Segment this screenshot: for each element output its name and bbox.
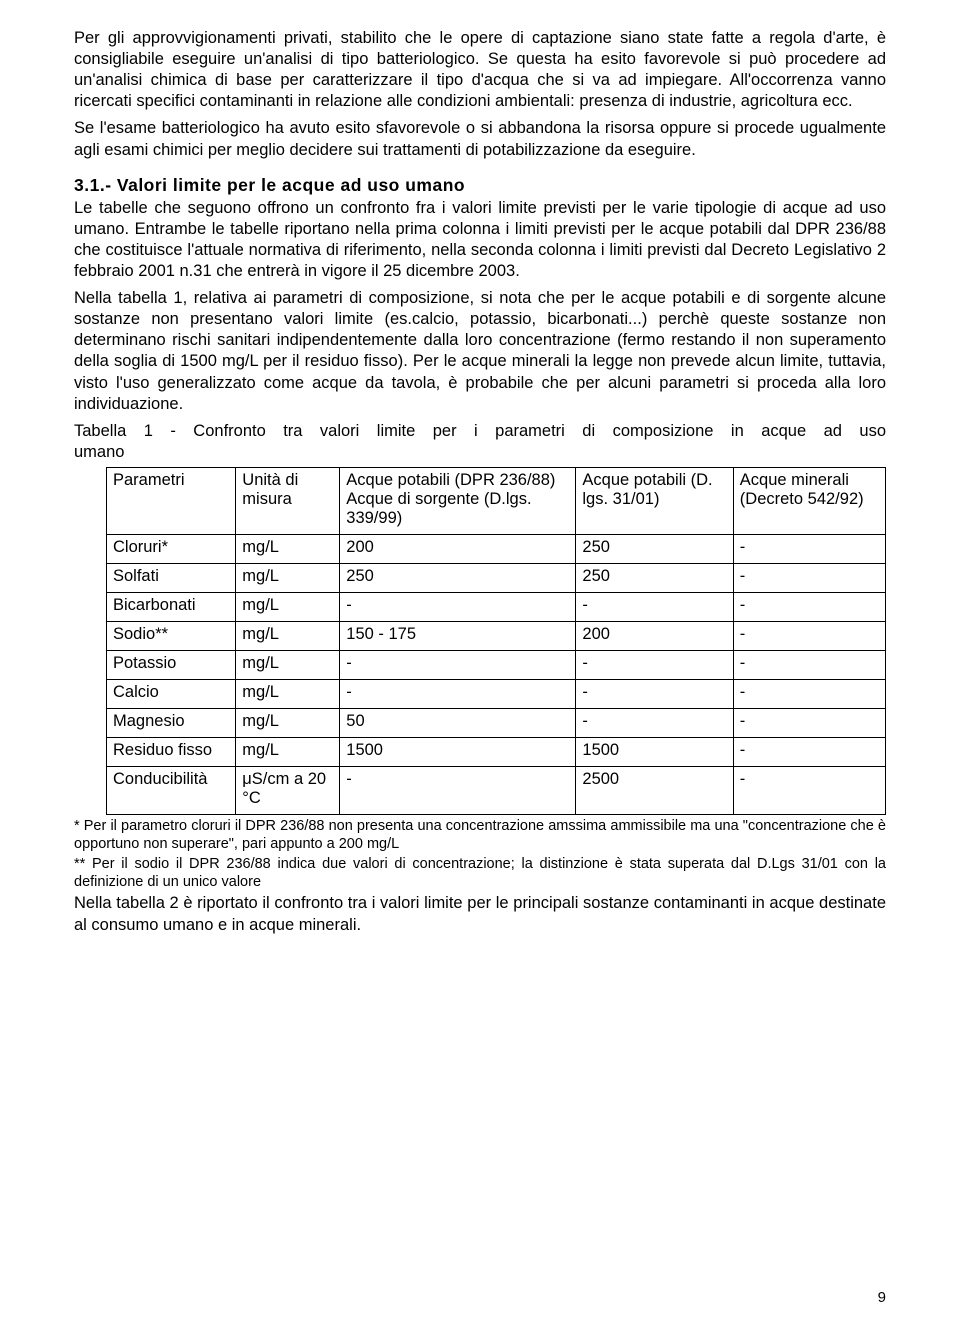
cell-dpr236: 150 - 175 bbox=[340, 621, 576, 650]
header-unita: Unità di misura bbox=[236, 467, 340, 534]
cell-unita: mg/L bbox=[236, 737, 340, 766]
cell-dlgs31: 200 bbox=[576, 621, 733, 650]
cell-decreto542: - bbox=[733, 621, 885, 650]
footnote-1: * Per il parametro cloruri il DPR 236/88… bbox=[74, 817, 886, 853]
composition-limits-table: Parametri Unità di misura Acque potabili… bbox=[106, 467, 886, 815]
cell-decreto542: - bbox=[733, 708, 885, 737]
header-decreto542: Acque minerali (Decreto 542/92) bbox=[733, 467, 885, 534]
table-row: Potassio mg/L - - - bbox=[107, 650, 886, 679]
cell-dlgs31: - bbox=[576, 708, 733, 737]
table-row: Sodio** mg/L 150 - 175 200 - bbox=[107, 621, 886, 650]
cell-dlgs31: 250 bbox=[576, 563, 733, 592]
cell-parametro: Sodio** bbox=[107, 621, 236, 650]
cell-decreto542: - bbox=[733, 650, 885, 679]
cell-decreto542: - bbox=[733, 592, 885, 621]
cell-dpr236: - bbox=[340, 650, 576, 679]
cell-parametro: Potassio bbox=[107, 650, 236, 679]
cell-parametro: Conducibilità bbox=[107, 766, 236, 814]
cell-dpr236: 250 bbox=[340, 563, 576, 592]
cell-dlgs31: 2500 bbox=[576, 766, 733, 814]
cell-unita: mg/L bbox=[236, 592, 340, 621]
cell-dlgs31: - bbox=[576, 679, 733, 708]
cell-parametro: Residuo fisso bbox=[107, 737, 236, 766]
cell-dlgs31: 250 bbox=[576, 534, 733, 563]
footnote-2: ** Per il sodio il DPR 236/88 indica due… bbox=[74, 855, 886, 891]
table-row: Bicarbonati mg/L - - - bbox=[107, 592, 886, 621]
cell-unita: mg/L bbox=[236, 650, 340, 679]
table-row: Cloruri* mg/L 200 250 - bbox=[107, 534, 886, 563]
cell-decreto542: - bbox=[733, 737, 885, 766]
document-page: Per gli approvvigionamenti privati, stab… bbox=[0, 0, 960, 1322]
cell-dlgs31: - bbox=[576, 650, 733, 679]
cell-parametro: Solfati bbox=[107, 563, 236, 592]
cell-unita: mg/L bbox=[236, 563, 340, 592]
cell-parametro: Cloruri* bbox=[107, 534, 236, 563]
cell-unita: mg/L bbox=[236, 621, 340, 650]
paragraph-2: Se l'esame batteriologico ha avuto esito… bbox=[74, 118, 886, 160]
table-header-row: Parametri Unità di misura Acque potabili… bbox=[107, 467, 886, 534]
cell-unita: mg/L bbox=[236, 679, 340, 708]
header-dlgs31: Acque potabili (D. lgs. 31/01) bbox=[576, 467, 733, 534]
table-row: Conducibilità μS/cm a 20 °C - 2500 - bbox=[107, 766, 886, 814]
table-caption-line-2: umano bbox=[74, 442, 886, 463]
cell-decreto542: - bbox=[733, 679, 885, 708]
cell-unita: μS/cm a 20 °C bbox=[236, 766, 340, 814]
cell-decreto542: - bbox=[733, 563, 885, 592]
table-caption-line-1: Tabella 1 - Confronto tra valori limite … bbox=[74, 421, 886, 442]
table-row: Magnesio mg/L 50 - - bbox=[107, 708, 886, 737]
section-heading-31: 3.1.- Valori limite per le acque ad uso … bbox=[74, 175, 886, 196]
cell-dpr236: - bbox=[340, 592, 576, 621]
table-row: Calcio mg/L - - - bbox=[107, 679, 886, 708]
cell-parametro: Bicarbonati bbox=[107, 592, 236, 621]
cell-dpr236: 200 bbox=[340, 534, 576, 563]
header-parametri: Parametri bbox=[107, 467, 236, 534]
cell-dpr236: - bbox=[340, 766, 576, 814]
cell-dlgs31: - bbox=[576, 592, 733, 621]
paragraph-6: Nella tabella 2 è riportato il confronto… bbox=[74, 893, 886, 935]
cell-unita: mg/L bbox=[236, 708, 340, 737]
cell-decreto542: - bbox=[733, 766, 885, 814]
cell-dpr236: 1500 bbox=[340, 737, 576, 766]
paragraph-3: Le tabelle che seguono offrono un confro… bbox=[74, 198, 886, 282]
paragraph-4: Nella tabella 1, relativa ai parametri d… bbox=[74, 288, 886, 415]
cell-dlgs31: 1500 bbox=[576, 737, 733, 766]
cell-unita: mg/L bbox=[236, 534, 340, 563]
cell-dpr236: - bbox=[340, 679, 576, 708]
table-row: Residuo fisso mg/L 1500 1500 - bbox=[107, 737, 886, 766]
table-row: Solfati mg/L 250 250 - bbox=[107, 563, 886, 592]
cell-dpr236: 50 bbox=[340, 708, 576, 737]
header-dpr236: Acque potabili (DPR 236/88) Acque di sor… bbox=[340, 467, 576, 534]
page-number: 9 bbox=[878, 1289, 886, 1306]
paragraph-1: Per gli approvvigionamenti privati, stab… bbox=[74, 28, 886, 112]
cell-parametro: Magnesio bbox=[107, 708, 236, 737]
cell-parametro: Calcio bbox=[107, 679, 236, 708]
cell-decreto542: - bbox=[733, 534, 885, 563]
